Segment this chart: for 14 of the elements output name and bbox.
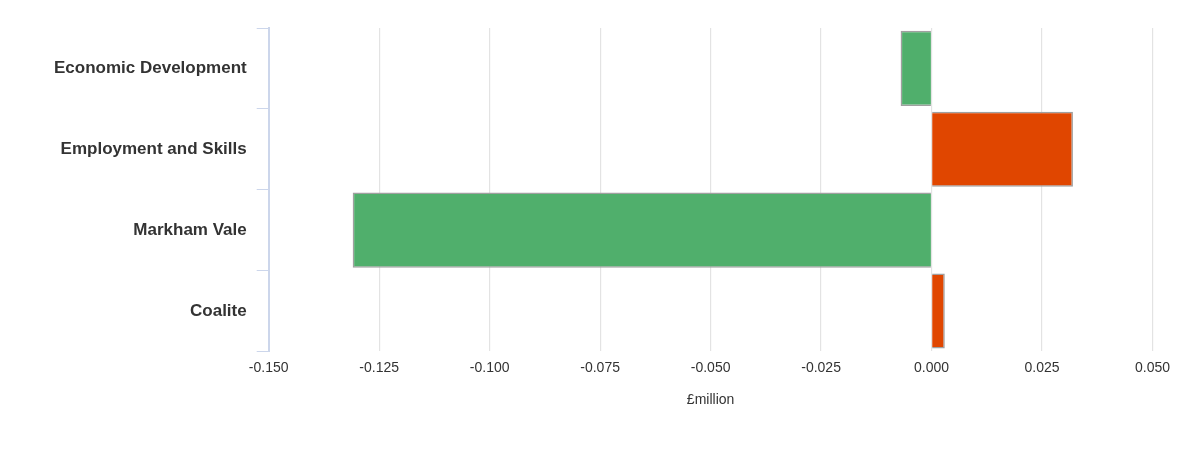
x-tick-label: 0.050 [1134,358,1171,375]
x-tick-label: -0.050 [690,358,731,375]
y-tick-label: Employment and Skills [60,138,247,158]
x-tick-label: -0.025 [801,358,842,375]
x-tick-label: -0.100 [469,358,510,375]
x-tick-label: -0.150 [248,358,289,375]
y-tick-label: Coalite [190,300,247,320]
x-tick-label: -0.125 [359,358,400,375]
x-axis-title: £million [686,391,735,408]
y-tick-label: Economic Development [53,58,248,78]
x-tick-label: 0.025 [1024,358,1060,375]
y-tick-label: Markham Vale [133,219,247,239]
x-tick-label: 0.000 [914,358,950,375]
x-tick-label: -0.075 [580,358,621,375]
